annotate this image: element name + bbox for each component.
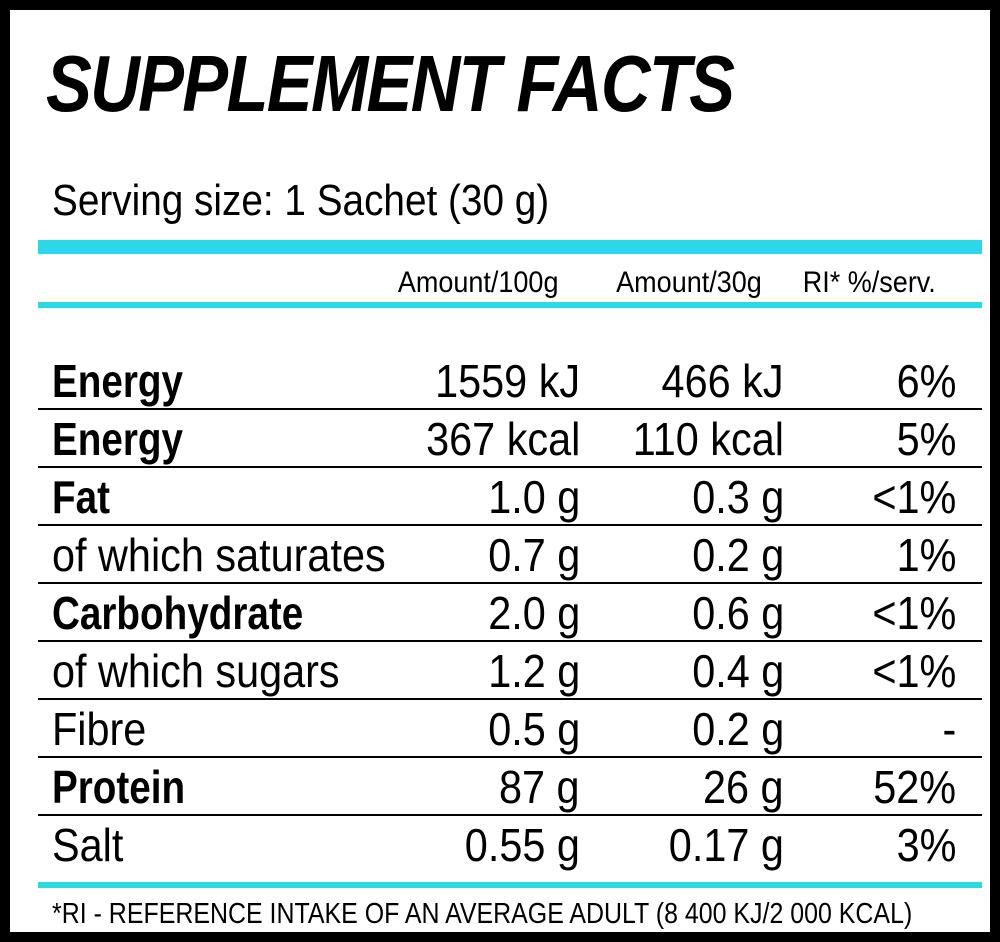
amount-per-100g: 0.55 g — [464, 819, 580, 871]
amount-per-100g: 2.0 g — [487, 587, 580, 639]
row-divider — [38, 698, 982, 700]
row-divider — [38, 408, 982, 410]
ri-percent: 52% — [873, 761, 956, 813]
nutrient-row-carbohydrate: Carbohydrate 2.0 g 0.6 g <1% — [38, 584, 982, 642]
amount-per-30g: 0.6 g — [691, 587, 784, 639]
ri-percent: <1% — [871, 587, 956, 639]
nutrient-name: of which saturates — [52, 529, 386, 581]
amount-per-30g: 0.2 g — [691, 703, 784, 755]
amount-per-100g: 87 g — [499, 761, 580, 813]
ri-percent: 5% — [896, 413, 956, 465]
ri-percent: 6% — [896, 355, 956, 407]
row-divider — [38, 756, 982, 758]
amount-per-100g: 0.5 g — [487, 703, 580, 755]
nutrient-row-saturates: of which saturates 0.7 g 0.2 g 1% — [38, 526, 982, 584]
ri-percent: <1% — [871, 645, 956, 697]
nutrient-row-fibre: Fibre 0.5 g 0.2 g - — [38, 700, 982, 758]
nutrient-name: Carbohydrate — [52, 587, 304, 639]
amount-per-30g: 26 g — [703, 761, 784, 813]
amount-per-100g: 0.7 g — [487, 529, 580, 581]
amount-per-100g: 1559 kJ — [434, 355, 580, 407]
top-accent-bar — [38, 240, 982, 254]
nutrient-name: of which sugars — [52, 645, 340, 697]
footnote: *RI - REFERENCE INTAKE OF AN AVERAGE ADU… — [52, 898, 913, 930]
header-accent-bar — [38, 302, 982, 308]
amount-per-30g: 466 kJ — [662, 355, 784, 407]
amount-per-100g: 1.0 g — [487, 471, 580, 523]
panel-title: SUPPLEMENT FACTS — [46, 39, 735, 128]
amount-per-30g: 110 kcal — [632, 413, 784, 465]
amount-per-30g: 0.4 g — [691, 645, 784, 697]
row-divider — [38, 814, 982, 816]
header-per-100g: Amount/100g — [397, 266, 558, 299]
nutrient-name: Salt — [52, 819, 124, 871]
ri-percent: <1% — [871, 471, 956, 523]
serving-size: Serving size: 1 Sachet (30 g) — [52, 176, 550, 225]
nutrient-row-protein: Protein 87 g 26 g 52% — [38, 758, 982, 816]
amount-per-30g: 0.2 g — [691, 529, 784, 581]
ri-percent: 1% — [896, 529, 956, 581]
nutrient-name: Energy — [52, 355, 184, 407]
amount-per-100g: 1.2 g — [487, 645, 580, 697]
amount-per-30g: 0.17 g — [668, 819, 784, 871]
nutrient-row-energy-kcal: Energy 367 kcal 110 kcal 5% — [38, 410, 982, 468]
nutrient-name: Fat — [52, 471, 110, 523]
row-divider — [38, 524, 982, 526]
nutrient-row-energy-kj: Energy 1559 kJ 466 kJ 6% — [38, 352, 982, 410]
nutrient-name: Fibre — [52, 703, 147, 755]
header-per-30g: Amount/30g — [616, 266, 762, 299]
amount-per-30g: 0.3 g — [691, 471, 784, 523]
row-divider — [38, 582, 982, 584]
nutrient-name: Energy — [52, 413, 184, 465]
ri-percent: 3% — [896, 819, 956, 871]
bottom-accent-bar — [38, 882, 982, 888]
ri-percent: - — [942, 703, 956, 755]
nutrient-name: Protein — [52, 761, 186, 813]
row-divider — [38, 640, 982, 642]
nutrient-row-salt: Salt 0.55 g 0.17 g 3% — [38, 816, 982, 874]
nutrient-row-sugars: of which sugars 1.2 g 0.4 g <1% — [38, 642, 982, 700]
amount-per-100g: 367 kcal — [425, 413, 580, 465]
row-divider — [38, 466, 982, 468]
nutrient-row-fat: Fat 1.0 g 0.3 g <1% — [38, 468, 982, 526]
header-ri: RI* %/serv. — [802, 266, 936, 299]
